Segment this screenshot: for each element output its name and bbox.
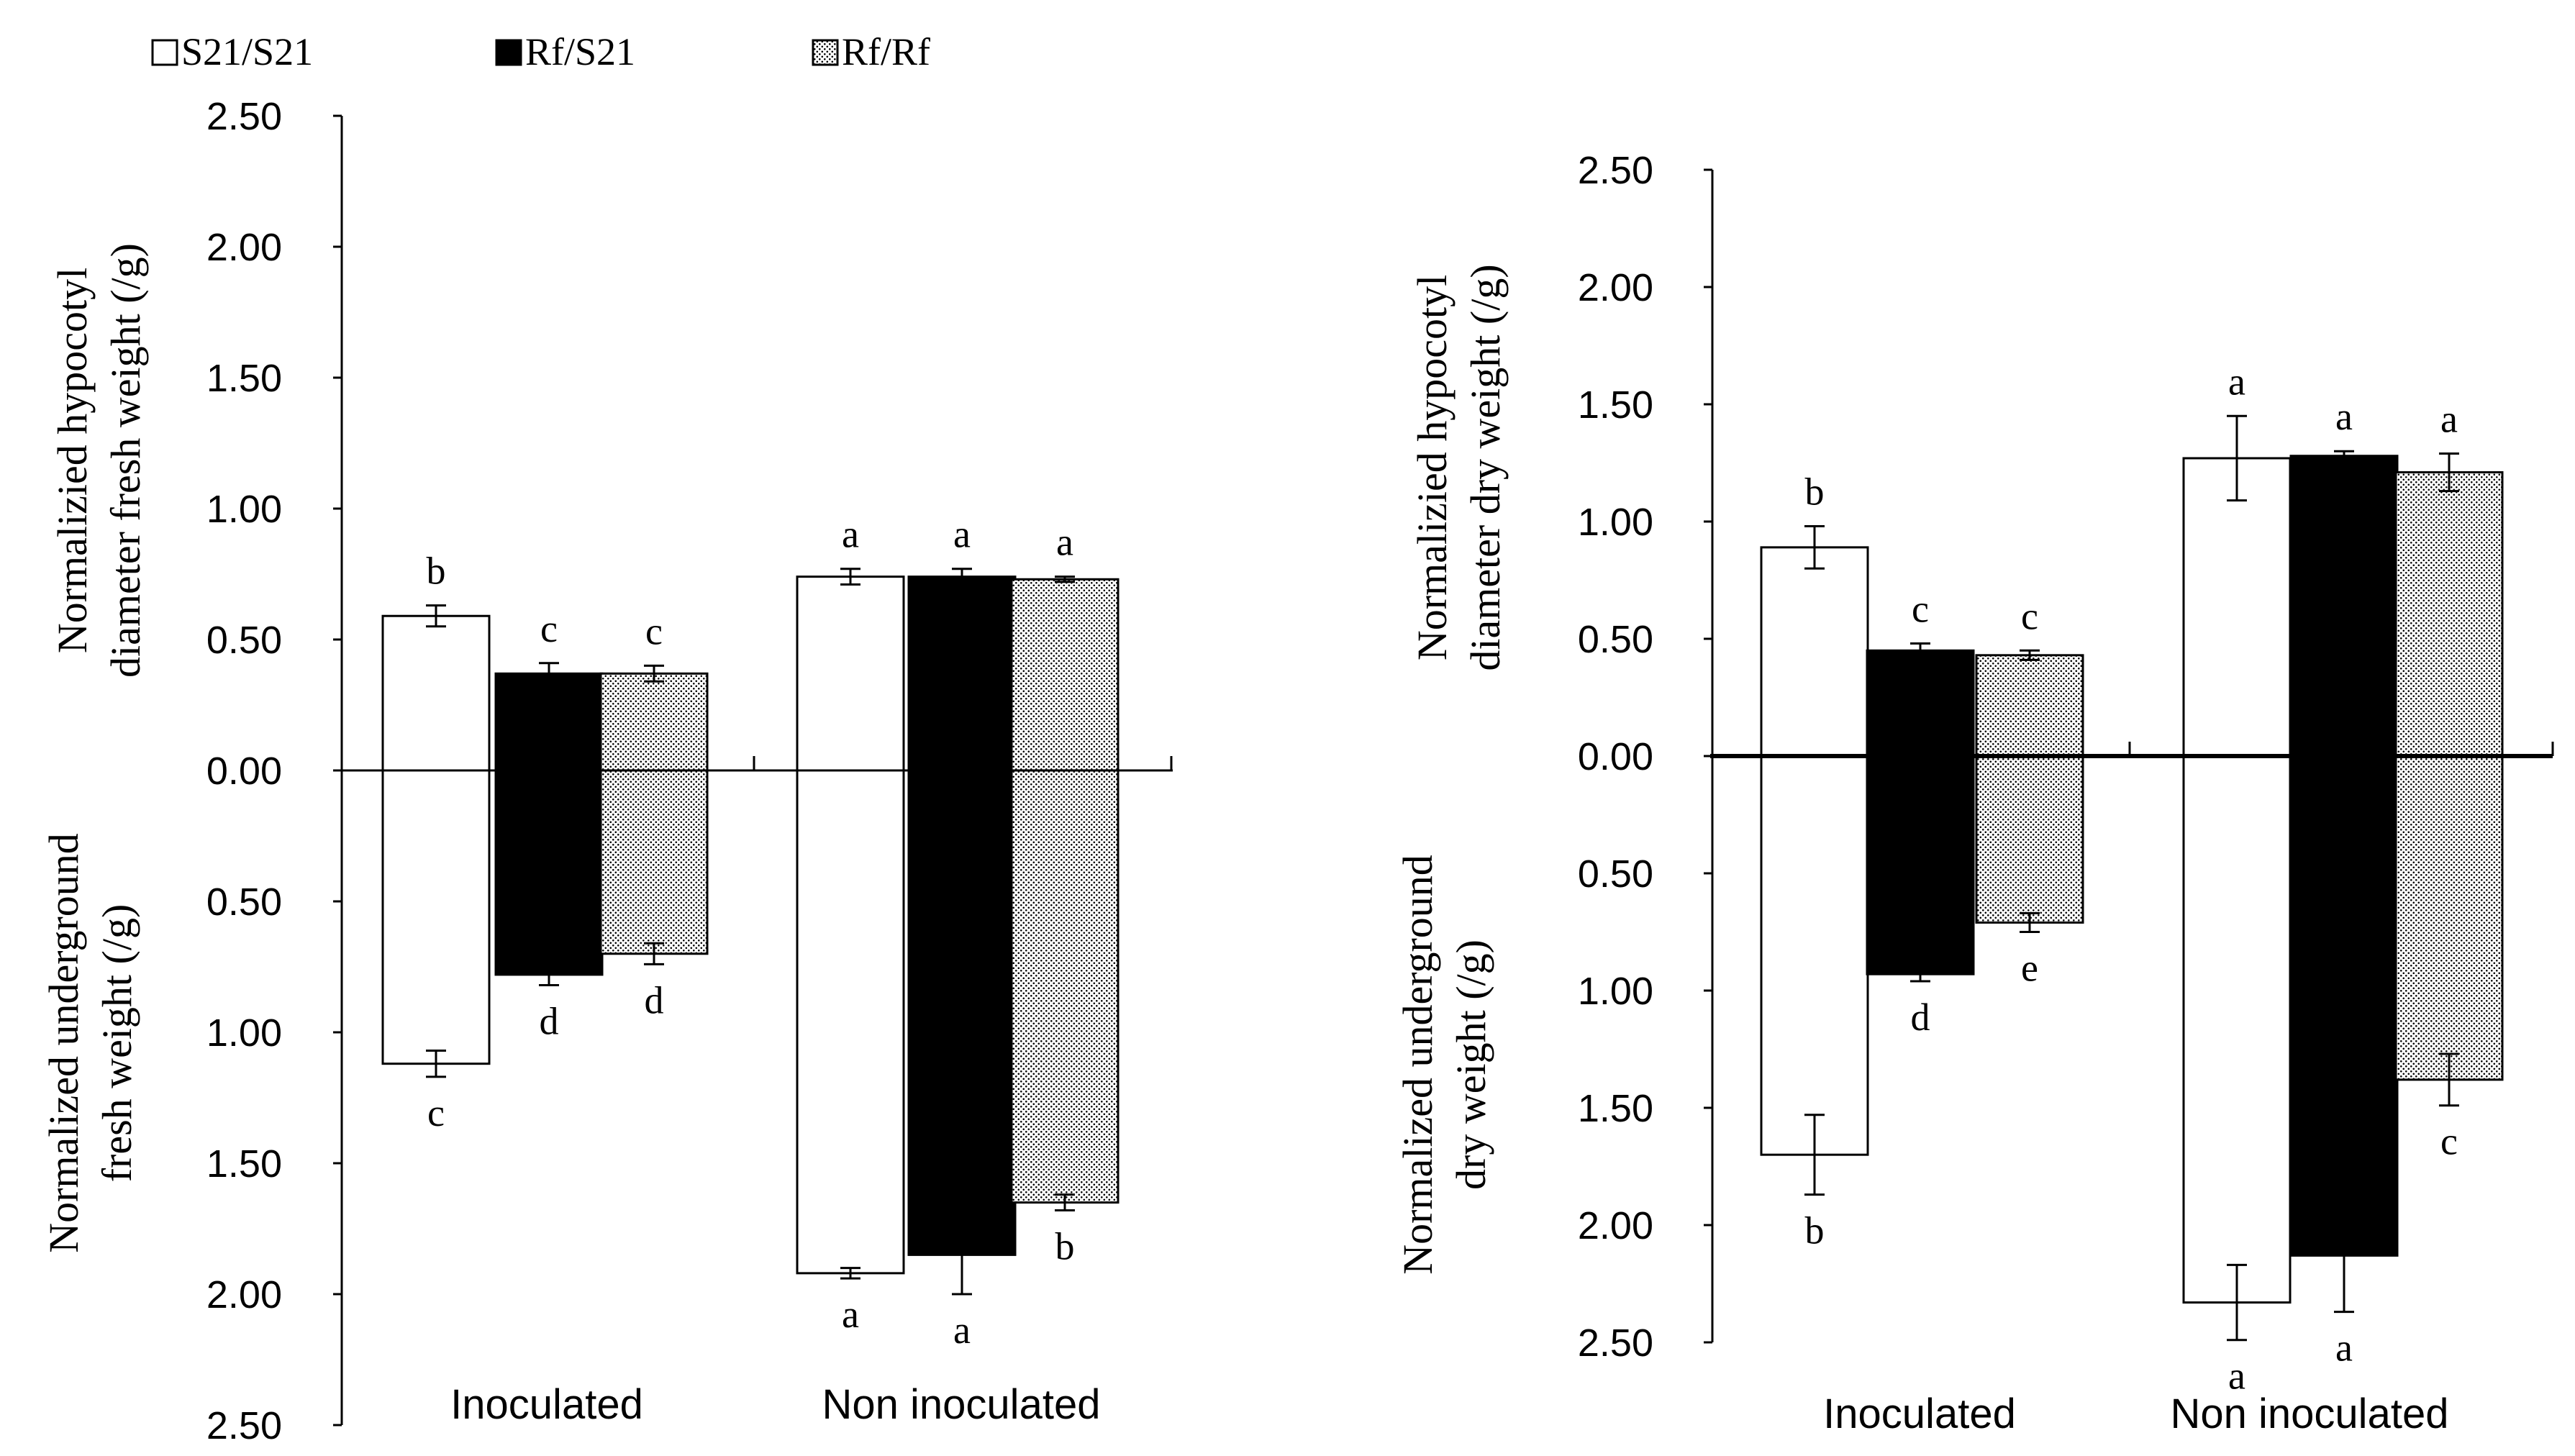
fresh-bar-top-rf-rf [1010, 578, 1120, 772]
fresh-letter-bottom: d [645, 978, 664, 1022]
fresh-y-tick-label: 0.50 [206, 619, 282, 662]
chart-fresh-ylabel-top: Normalizied hypocotyl diameter fresh wei… [49, 243, 149, 678]
legend-item-s21-s21: S21/S21 [151, 30, 313, 73]
dry-y-tick-label: 2.50 [1578, 149, 1653, 192]
legend-swatch-rf-s21 [495, 39, 522, 66]
dry-y-tick-label: 2.00 [1578, 1204, 1653, 1247]
legend-label-rf-rf: Rf/Rf [842, 30, 930, 73]
chart-fresh-weight: Normalizied hypocotyl diameter fresh wei… [40, 95, 1173, 1447]
legend-swatch-rf-rf [812, 39, 839, 66]
legend-label-rf-s21: Rf/S21 [525, 30, 635, 73]
ylabel-top-line-1: Normalizied hypocotyl [49, 268, 96, 653]
dry-letter-top: a [2440, 397, 2458, 440]
fresh-letter-bottom: a [842, 1293, 859, 1336]
dry-letter-bottom: d [1911, 996, 1930, 1039]
fresh-y-tick-label: 0.00 [206, 750, 282, 793]
dry-y-tick-label: 2.00 [1578, 266, 1653, 309]
dry-y-tick-label: 2.50 [1578, 1321, 1653, 1365]
fresh-letter-top: a [842, 513, 859, 556]
fresh-letter-top: b [427, 550, 446, 593]
chart-fresh-ylabel-bottom: Normalized underground fresh weight (/g) [40, 833, 140, 1253]
dry-bar-top-s21-s21 [1760, 546, 1869, 757]
fresh-letter-top: c [540, 607, 558, 650]
legend-item-rf-rf: Rf/Rf [812, 30, 930, 73]
fresh-letter-bottom: a [953, 1309, 971, 1352]
dry-bar-top-rf-s21 [2289, 455, 2399, 757]
dry-y-tick-label: 0.00 [1578, 735, 1653, 778]
fresh-bar-top-s21-s21 [381, 614, 491, 772]
dry-group-label: Inoculated [1823, 1391, 2016, 1437]
fresh-bar-bottom-rf-rf [599, 769, 709, 955]
dry-letter-top: a [2335, 395, 2353, 438]
fresh-bar-bottom-rf-s21 [494, 769, 604, 976]
dry-bar-bottom-rf-s21 [2289, 755, 2399, 1257]
dry-letter-bottom: c [2440, 1120, 2458, 1163]
dry-y-tick-label: 0.50 [1578, 852, 1653, 896]
fresh-y-tick-label: 1.50 [206, 357, 282, 400]
dry-bar-bottom-rf-rf [1975, 755, 2084, 924]
dry-y-tick-label: 0.50 [1578, 618, 1653, 661]
fresh-letter-bottom: b [1055, 1225, 1075, 1268]
legend-swatch-s21-s21 [151, 39, 178, 66]
dry-letter-top: c [1912, 588, 1929, 631]
chart-dry-ylabel-bottom: Normalized underground dry weight (/g) [1394, 855, 1494, 1275]
legend: S21/S21 Rf/S21 Rf/Rf [151, 30, 930, 73]
fresh-bar-top-rf-s21 [494, 672, 604, 772]
dry-letter-bottom: e [2021, 947, 2038, 990]
fresh-letter-top: c [645, 609, 663, 652]
dry-y-tick-label: 1.50 [1578, 383, 1653, 427]
dry-bar-top-rf-s21 [1866, 649, 1975, 757]
fresh-bar-top-rf-rf [599, 672, 709, 772]
dry-letter-bottom: b [1805, 1209, 1825, 1252]
dry-y-tick-label: 1.50 [1578, 1087, 1653, 1130]
fresh-bar-bottom-s21-s21 [381, 769, 491, 1065]
dry-group-label: Non inoculated [2171, 1391, 2449, 1437]
fresh-bar-top-rf-s21 [907, 575, 1017, 772]
ylabel-bottom-line-2: fresh weight (/g) [94, 904, 140, 1183]
fresh-bar-bottom-rf-rf [1010, 769, 1120, 1204]
fresh-y-tick-label: 2.00 [206, 1273, 282, 1316]
ylabel-top-line-2: diameter dry weight (/g) [1462, 264, 1509, 670]
ylabel-bottom-line-2: dry weight (/g) [1448, 939, 1494, 1190]
dry-letter-bottom: a [2335, 1327, 2353, 1370]
fresh-letter-bottom: d [540, 999, 559, 1042]
fresh-bar-bottom-rf-s21 [907, 769, 1017, 1256]
dry-letter-top: c [2021, 594, 2038, 637]
fresh-y-tick-label: 1.00 [206, 488, 282, 531]
legend-label-s21-s21: S21/S21 [181, 30, 313, 73]
fresh-y-tick-label: 2.50 [206, 1404, 282, 1447]
chart-dry-weight: Normalizied hypocotyl diameter dry weigh… [1394, 149, 2554, 1437]
dry-y-tick-label: 1.00 [1578, 970, 1653, 1013]
dry-bar-top-rf-rf [1975, 654, 2084, 757]
ylabel-bottom-line-1: Normalized underground [1394, 855, 1441, 1275]
dry-letter-top: b [1805, 470, 1825, 514]
fresh-group-label: Non inoculated [822, 1381, 1101, 1428]
dry-letter-top: a [2228, 360, 2245, 403]
fresh-y-tick-label: 2.00 [206, 226, 282, 269]
fresh-y-tick-label: 2.50 [206, 95, 282, 138]
fresh-letter-bottom: c [427, 1091, 445, 1134]
dry-bar-bottom-s21-s21 [1760, 755, 1869, 1156]
fresh-letter-top: a [953, 513, 971, 556]
fresh-y-tick-label: 1.00 [206, 1011, 282, 1055]
ylabel-top-line-1: Normalizied hypocotyl [1409, 275, 1455, 660]
dry-bar-bottom-rf-rf [2394, 755, 2504, 1081]
ylabel-bottom-line-1: Normalized underground [40, 833, 87, 1253]
dry-y-tick-label: 1.00 [1578, 501, 1653, 544]
dry-bar-bottom-s21-s21 [2182, 755, 2292, 1304]
chart-dry-ylabel-top: Normalizied hypocotyl diameter dry weigh… [1409, 264, 1509, 670]
dry-bar-top-s21-s21 [2182, 457, 2292, 757]
dry-letter-bottom: a [2228, 1355, 2245, 1398]
dry-bar-top-rf-rf [2394, 471, 2504, 757]
fresh-letter-top: a [1056, 521, 1073, 564]
fresh-y-tick-label: 1.50 [206, 1142, 282, 1186]
fresh-group-label: Inoculated [450, 1381, 643, 1428]
legend-item-rf-s21: Rf/S21 [495, 30, 635, 73]
fresh-bar-bottom-s21-s21 [796, 769, 905, 1275]
ylabel-top-line-2: diameter fresh weight (/g) [102, 243, 149, 678]
fresh-bar-top-s21-s21 [796, 575, 905, 772]
dry-bar-bottom-rf-s21 [1866, 755, 1975, 975]
fresh-y-tick-label: 0.50 [206, 881, 282, 924]
